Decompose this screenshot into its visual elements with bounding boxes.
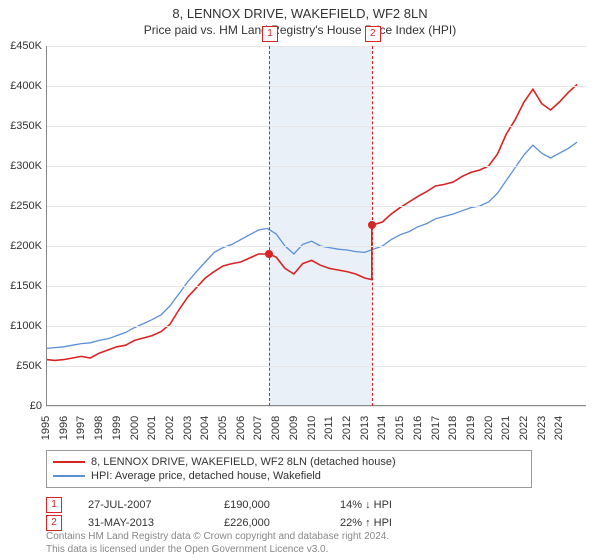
x-tick-label: 2018 <box>447 416 459 440</box>
sale-date: 27-JUL-2007 <box>88 499 198 511</box>
sales-table: 1 27-JUL-2007 £190,000 14% ↓ HPI 2 31-MAY-201… <box>46 496 586 532</box>
page-subtitle: Price paid vs. HM Land Registry's House … <box>0 21 600 37</box>
y-tick-label: £300K <box>2 160 42 172</box>
sale-marker: 1 <box>262 26 278 42</box>
y-tick-label: £400K <box>2 80 42 92</box>
y-tick-label: £250K <box>2 200 42 212</box>
y-tick-label: £50K <box>2 360 42 372</box>
x-tick-label: 2023 <box>536 416 548 440</box>
gridline <box>46 166 586 167</box>
legend-swatch <box>53 461 85 463</box>
x-tick-label: 1996 <box>58 416 70 440</box>
legend-swatch <box>53 475 85 477</box>
x-tick-label: 2001 <box>146 416 158 440</box>
gridline <box>46 286 586 287</box>
x-tick-label: 2010 <box>306 416 318 440</box>
x-tick-label: 2019 <box>465 416 477 440</box>
sale-row-marker: 1 <box>46 497 62 513</box>
x-tick-label: 2022 <box>518 416 530 440</box>
x-tick-label: 1999 <box>111 416 123 440</box>
x-tick-label: 2016 <box>412 416 424 440</box>
sale-vline <box>269 46 270 406</box>
gridline <box>46 46 586 47</box>
legend-item: HPI: Average price, detached house, Wake… <box>53 469 525 483</box>
x-tick-label: 2009 <box>288 416 300 440</box>
x-tick-label: 2015 <box>394 416 406 440</box>
x-tick-label: 2002 <box>164 416 176 440</box>
x-tick-label: 2004 <box>199 416 211 440</box>
y-tick-label: £150K <box>2 280 42 292</box>
x-tick-label: 2006 <box>235 416 247 440</box>
x-tick-label: 2017 <box>430 416 442 440</box>
x-tick-label: 2000 <box>129 416 141 440</box>
gridline <box>46 326 586 327</box>
x-axis: 1995199619971998199920002001200220032004… <box>46 406 586 454</box>
x-tick-label: 2024 <box>553 416 565 440</box>
footer-line-1: Contains HM Land Registry data © Crown c… <box>46 530 586 543</box>
sale-delta: 22% ↑ HPI <box>340 517 392 529</box>
sale-price: £190,000 <box>224 499 314 511</box>
x-tick-label: 1995 <box>40 416 52 440</box>
sale-price: £226,000 <box>224 517 314 529</box>
footer-line-2: This data is licensed under the Open Gov… <box>46 543 586 556</box>
y-tick-label: £100K <box>2 320 42 332</box>
legend-item: 8, LENNOX DRIVE, WAKEFIELD, WF2 8LN (det… <box>53 455 525 469</box>
chart-svg <box>46 46 586 406</box>
sale-delta: 14% ↓ HPI <box>340 499 392 511</box>
y-axis: £0£50K£100K£150K£200K£250K£300K£350K£400… <box>0 46 46 406</box>
legend: 8, LENNOX DRIVE, WAKEFIELD, WF2 8LN (det… <box>46 450 532 488</box>
sale-marker: 2 <box>365 26 381 42</box>
sale-point <box>265 250 273 258</box>
x-tick-label: 2012 <box>341 416 353 440</box>
sale-row-marker: 2 <box>46 515 62 531</box>
gridline <box>46 126 586 127</box>
gridline <box>46 86 586 87</box>
x-tick-label: 2008 <box>270 416 282 440</box>
x-tick-label: 2007 <box>252 416 264 440</box>
y-tick-label: £200K <box>2 240 42 252</box>
x-tick-label: 2013 <box>359 416 371 440</box>
sale-row: 1 27-JUL-2007 £190,000 14% ↓ HPI <box>46 496 586 514</box>
x-tick-label: 2014 <box>376 416 388 440</box>
legend-label: 8, LENNOX DRIVE, WAKEFIELD, WF2 8LN (det… <box>91 456 396 468</box>
x-tick-label: 2020 <box>483 416 495 440</box>
sale-date: 31-MAY-2013 <box>88 517 198 529</box>
page-title: 8, LENNOX DRIVE, WAKEFIELD, WF2 8LN <box>0 0 600 21</box>
x-tick-label: 2021 <box>500 416 512 440</box>
x-tick-label: 1997 <box>75 416 87 440</box>
gridline <box>46 206 586 207</box>
gridline <box>46 366 586 367</box>
y-tick-label: £0 <box>2 400 42 412</box>
x-tick-label: 2005 <box>217 416 229 440</box>
x-tick-label: 2003 <box>182 416 194 440</box>
y-tick-label: £450K <box>2 40 42 52</box>
footer-attribution: Contains HM Land Registry data © Crown c… <box>46 530 586 556</box>
sale-point <box>368 221 376 229</box>
legend-label: HPI: Average price, detached house, Wake… <box>91 470 321 482</box>
gridline <box>46 246 586 247</box>
y-tick-label: £350K <box>2 120 42 132</box>
x-tick-label: 2011 <box>323 416 335 440</box>
chart-plot-area: 12 <box>46 46 586 406</box>
x-tick-label: 1998 <box>93 416 105 440</box>
